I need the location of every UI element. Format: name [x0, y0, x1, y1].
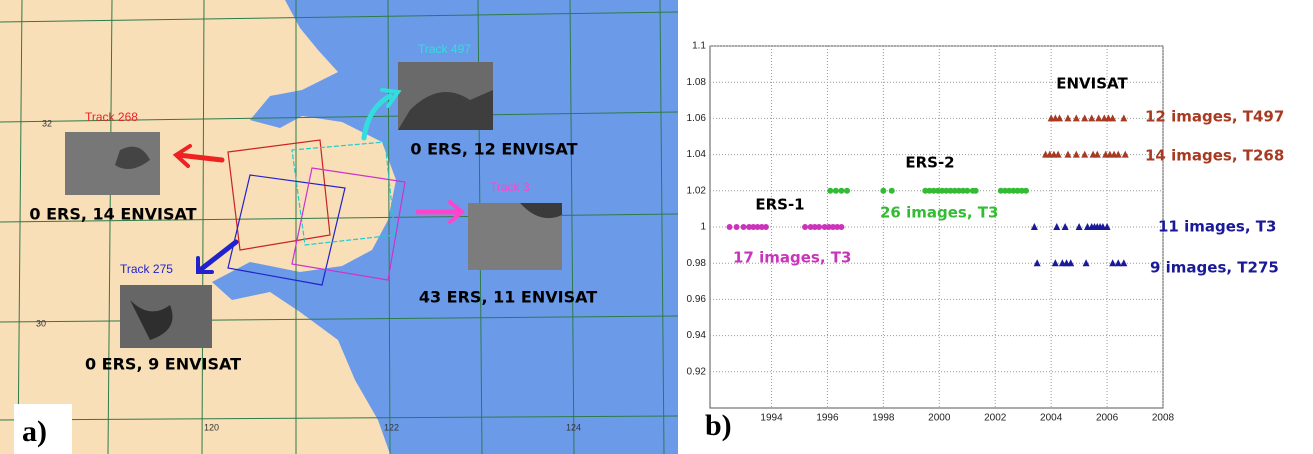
point [827, 188, 833, 194]
series-label: 17 images, T3 [733, 249, 851, 267]
lat-label: 32 [42, 118, 52, 128]
y-tick-label: 0.94 [687, 330, 707, 341]
x-tick-label: 1998 [872, 413, 895, 424]
y-tick-label: 1.06 [687, 113, 707, 124]
track-label: Track 497 [418, 42, 471, 56]
x-tick-label: 2006 [1096, 413, 1119, 424]
annotation: ERS-1 [755, 196, 804, 214]
point [816, 224, 822, 230]
map-panel: 32 30 120 122 124 Track 497 0 ERS, 12 EN… [0, 0, 678, 454]
x-tick-label: 2004 [1040, 413, 1063, 424]
x-tick-label: 1996 [816, 413, 839, 424]
x-tick-label: 2002 [984, 413, 1007, 424]
x-tick-label: 2000 [928, 413, 951, 424]
series-label: 14 images, T268 [1145, 147, 1284, 165]
track-caption: 0 ERS, 9 ENVISAT [85, 355, 241, 374]
track-label: Track 268 [85, 110, 138, 124]
track-caption: 43 ERS, 11 ENVISAT [419, 288, 597, 307]
point [964, 188, 970, 194]
y-tick-label: 0.92 [687, 366, 707, 377]
lat-label: 30 [36, 318, 46, 328]
point [741, 224, 747, 230]
point [889, 188, 895, 194]
point [802, 224, 808, 230]
point [880, 188, 886, 194]
annotation: ENVISAT [1056, 75, 1128, 93]
point [838, 224, 844, 230]
x-tick-label: 1994 [760, 413, 783, 424]
point [734, 224, 740, 230]
lon-label: 124 [566, 422, 581, 432]
annotation: ERS-2 [905, 154, 954, 172]
y-tick-label: 1.08 [687, 77, 707, 88]
plot: 0.92 0.94 0.96 0.98 1 1.02 1.04 1.06 1.08 1.1 1994… [687, 41, 1285, 424]
point [833, 188, 839, 194]
series-label: 11 images, T3 [1158, 218, 1276, 236]
figure: 32 30 120 122 124 Track 497 0 ERS, 12 EN… [0, 0, 1313, 454]
panel-label: b) [705, 409, 732, 442]
y-tick-label: 0.96 [687, 294, 707, 305]
point [973, 188, 979, 194]
track-label: Track 275 [120, 262, 173, 276]
y-tick-label: 1.1 [692, 41, 706, 52]
track-caption: 0 ERS, 12 ENVISAT [410, 140, 577, 159]
point [844, 188, 850, 194]
x-tick-label: 2008 [1152, 413, 1175, 424]
point [727, 224, 733, 230]
series-label: 12 images, T497 [1145, 108, 1284, 126]
point [838, 188, 844, 194]
lon-label: 122 [384, 422, 399, 432]
series-label: 9 images, T275 [1150, 259, 1279, 277]
point [763, 224, 769, 230]
lon-label: 120 [204, 422, 219, 432]
track-caption: 0 ERS, 14 ENVISAT [29, 205, 196, 224]
y-tick-label: 0.98 [687, 258, 707, 269]
y-tick-label: 1.02 [687, 185, 707, 196]
y-tick-label: 1.04 [687, 149, 707, 160]
y-tick-label: 1 [700, 222, 706, 233]
panel-label: a) [22, 415, 47, 448]
track-label: Track 3 [490, 180, 530, 194]
series-label: 26 images, T3 [880, 204, 998, 222]
point [1023, 188, 1029, 194]
